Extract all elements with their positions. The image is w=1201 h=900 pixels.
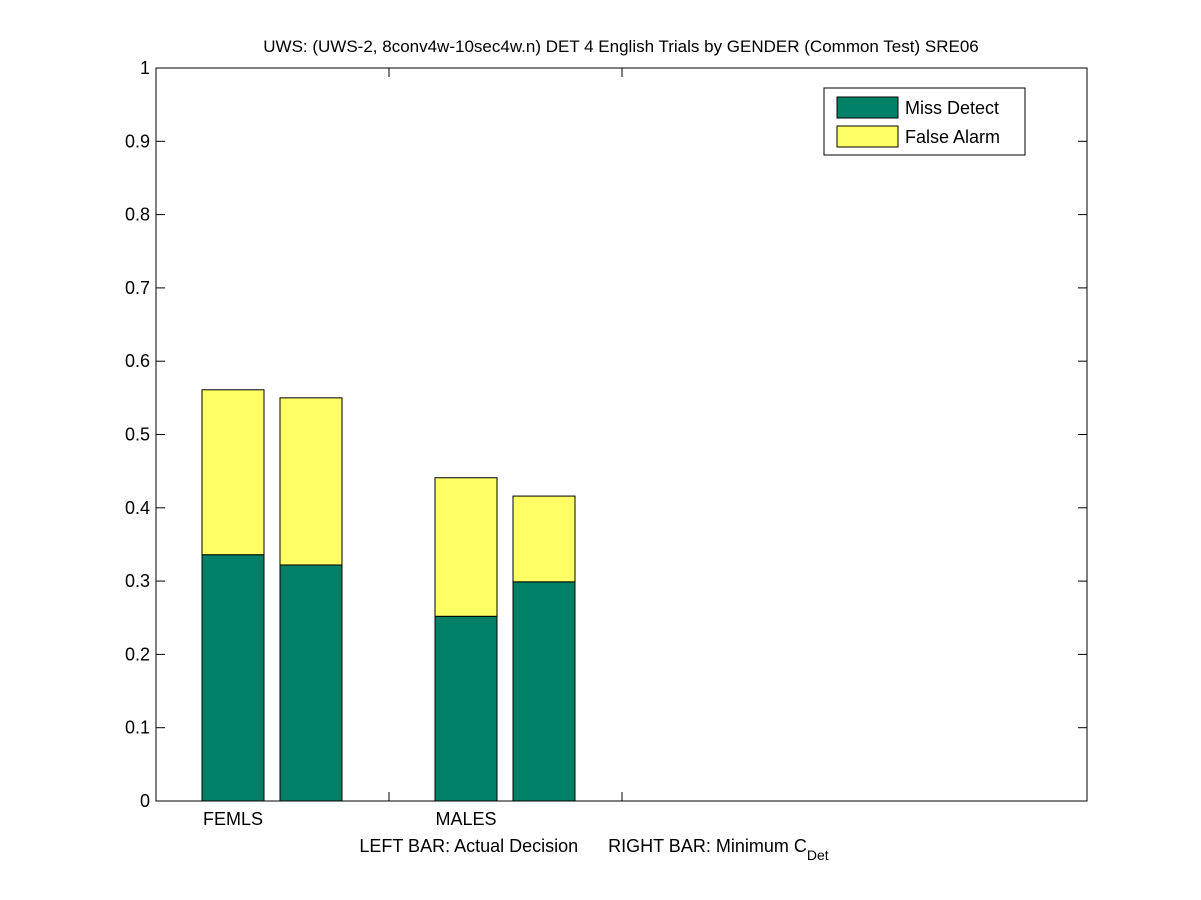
bar-males-right-false-alarm bbox=[512, 495, 576, 583]
x-axis-label: LEFT BAR: Actual Decision RIGHT BAR: Mini… bbox=[359, 836, 828, 863]
bar-males-right-miss-detect bbox=[512, 581, 576, 802]
y-tick-label: 0.7 bbox=[125, 278, 150, 298]
legend-label-miss-detect: Miss Detect bbox=[905, 98, 999, 118]
y-tick-label: 0.2 bbox=[125, 644, 150, 664]
bar-femls-right-miss-detect bbox=[279, 564, 343, 802]
x-axis-label-subscript: Det bbox=[807, 847, 829, 863]
x-category-label-males: MALES bbox=[435, 809, 496, 829]
bar-males-left-false-alarm bbox=[434, 477, 498, 617]
y-tick-label: 0.6 bbox=[125, 351, 150, 371]
y-tick-label: 0.5 bbox=[125, 425, 150, 445]
y-tick-label: 0.4 bbox=[125, 498, 150, 518]
legend: Miss Detect False Alarm bbox=[823, 87, 1026, 156]
legend-swatch-miss-detect bbox=[836, 96, 899, 119]
x-axis-label-right: RIGHT BAR: Minimum C bbox=[608, 836, 807, 856]
x-axis-label-left: LEFT BAR: Actual Decision bbox=[359, 836, 578, 856]
bar-femls-left-false-alarm bbox=[201, 389, 265, 556]
x-category-label-femls: FEMLS bbox=[203, 809, 263, 829]
y-tick-label: 0.3 bbox=[125, 571, 150, 591]
bar-femls-right-false-alarm bbox=[279, 397, 343, 566]
bar-males-left-miss-detect bbox=[434, 615, 498, 802]
axes-layer: 0 0.1 0.2 0.3 0.4 0.5 0.6 0.7 0.8 0.9 1 FEMLS MALES bbox=[125, 58, 1088, 829]
chart-title: UWS: (UWS-2, 8conv4w-10sec4w.n) DET 4 En… bbox=[263, 37, 978, 56]
bars-layer bbox=[201, 389, 576, 802]
y-tick-label: 0 bbox=[140, 791, 150, 811]
y-tick-label: 1 bbox=[140, 58, 150, 78]
y-tick-label: 0.1 bbox=[125, 718, 150, 738]
y-tick-label: 0.9 bbox=[125, 131, 150, 151]
legend-swatch-false-alarm bbox=[836, 125, 899, 148]
legend-label-false-alarm: False Alarm bbox=[905, 127, 1000, 147]
y-tick-label: 0.8 bbox=[125, 205, 150, 225]
bar-femls-left-miss-detect bbox=[201, 554, 265, 802]
